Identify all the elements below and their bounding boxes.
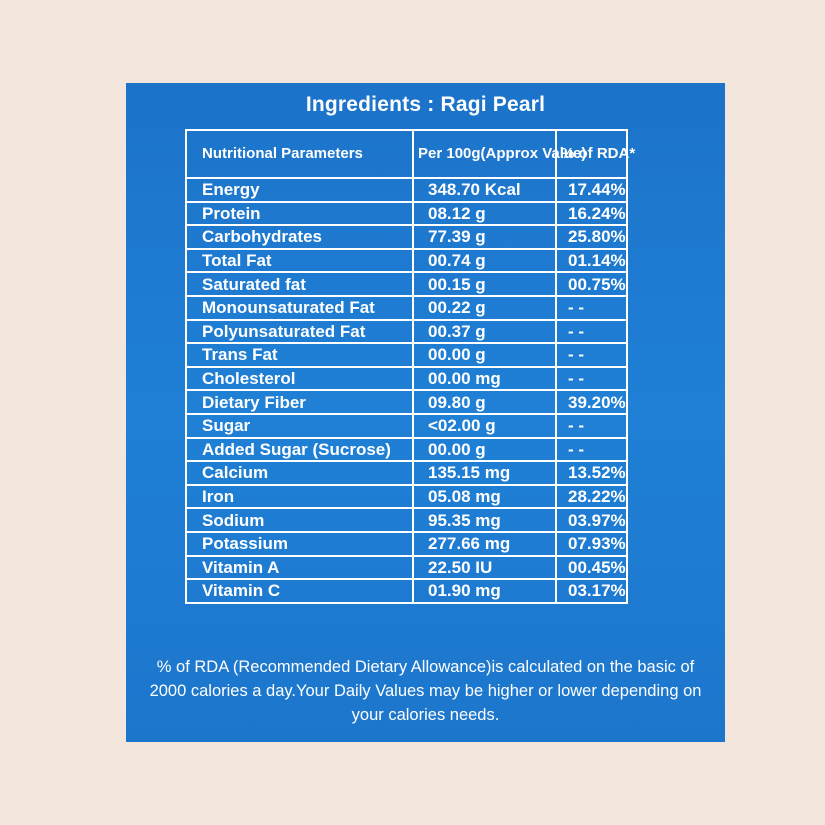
amount-cell: 08.12 g: [412, 200, 557, 227]
rda-cell: - -: [555, 436, 628, 463]
parameter-cell: Added Sugar (Sucrose): [185, 436, 414, 463]
table-row: Carbohydrates 77.39 g 25.80%: [185, 224, 628, 250]
parameter-cell: Vitamin C: [185, 578, 414, 604]
amount-cell: 00.37 g: [412, 318, 557, 345]
parameter-cell: Cholesterol: [185, 365, 414, 392]
rda-cell: 13.52%: [555, 460, 628, 486]
rda-cell: - -: [555, 294, 628, 321]
table-row: Protein 08.12 g 16.24%: [185, 200, 628, 227]
amount-cell: 09.80 g: [412, 389, 557, 415]
header-rda: % of RDA*: [555, 129, 635, 179]
header-parameter: Nutritional Parameters: [185, 129, 414, 179]
rda-cell: 07.93%: [555, 530, 628, 557]
amount-cell: 01.90 mg: [412, 578, 557, 604]
rda-cell: - -: [555, 318, 628, 345]
page-title: Ingredients : Ragi Pearl: [305, 93, 546, 116]
table-row: Cholesterol 00.00 mg - -: [185, 365, 628, 392]
rda-cell: - -: [555, 412, 628, 439]
amount-cell: 22.50 IU: [412, 554, 557, 581]
table-row: Sodium 95.35 mg 03.97%: [185, 507, 628, 533]
parameter-cell: Energy: [185, 177, 414, 203]
rda-cell: 03.97%: [555, 507, 628, 533]
table-row: Monounsaturated Fat 00.22 g- -: [185, 294, 628, 321]
table-row: Polyunsaturated Fat 00.37 g- -: [185, 318, 628, 345]
table-row: Energy 348.70 Kcal 17.44%: [185, 177, 628, 203]
amount-cell: 00.00 g: [412, 342, 557, 368]
amount-cell: <02.00 g: [412, 412, 557, 439]
rda-cell: - -: [555, 342, 628, 368]
table-row: Vitamin A 22.50 IU 00.45%: [185, 554, 628, 581]
parameter-cell: Monounsaturated Fat: [185, 294, 414, 321]
footnote: % of RDA (Recommended Dietary Allowance)…: [149, 658, 702, 724]
nutrition-table: Nutritional Parameters Per 100g(Approx V…: [185, 129, 635, 604]
table-row: Vitamin C 01.90 mg 03.17%: [185, 578, 628, 604]
parameter-cell: Iron: [185, 483, 414, 510]
table-row: Sugar <02.00 g- -: [185, 412, 628, 439]
rda-cell: 25.80%: [555, 224, 628, 250]
rda-cell: 03.17%: [555, 578, 628, 604]
table-body: Energy 348.70 Kcal 17.44% Protein 08.12 g 16.…: [185, 177, 628, 604]
rda-cell: 00.45%: [555, 554, 628, 581]
rda-cell: 00.75%: [555, 271, 628, 297]
parameter-cell: Trans Fat: [185, 342, 414, 368]
parameter-cell: Sodium: [185, 507, 414, 533]
table-row: Dietary Fiber 09.80 g 39.20%: [185, 389, 628, 415]
amount-cell: 95.35 mg: [412, 507, 557, 533]
table-row: Calcium 135.15 mg 13.52%: [185, 460, 628, 486]
parameter-cell: Total Fat: [185, 247, 414, 274]
amount-cell: 00.15 g: [412, 271, 557, 297]
parameter-cell: Calcium: [185, 460, 414, 486]
rda-cell: 01.14%: [555, 247, 628, 274]
table-row: Saturated fat 00.15 g 00.75%: [185, 271, 628, 297]
parameter-cell: Potassium: [185, 530, 414, 557]
parameter-cell: Vitamin A: [185, 554, 414, 581]
rda-cell: 39.20%: [555, 389, 628, 415]
amount-cell: 00.00 g: [412, 436, 557, 463]
amount-cell: 05.08 mg: [412, 483, 557, 510]
amount-cell: 135.15 mg: [412, 460, 557, 486]
parameter-cell: Saturated fat: [185, 271, 414, 297]
nutrition-panel: Ingredients : Ragi Pearl Nutritional Par…: [126, 83, 725, 742]
header-per-100g: Per 100g(Approx Value): [412, 129, 586, 179]
amount-cell: 77.39 g: [412, 224, 557, 250]
table-row: Added Sugar (Sucrose) 00.00 g- -: [185, 436, 628, 463]
table-row: Total Fat 00.74 g 01.14%: [185, 247, 628, 274]
parameter-cell: Dietary Fiber: [185, 389, 414, 415]
parameter-cell: Protein: [185, 200, 414, 227]
amount-cell: 00.22 g: [412, 294, 557, 321]
amount-cell: 348.70 Kcal: [412, 177, 557, 203]
table-row: Iron 05.08 mg 28.22%: [185, 483, 628, 510]
parameter-cell: Sugar: [185, 412, 414, 439]
parameter-cell: Polyunsaturated Fat: [185, 318, 414, 345]
table-header-row: Nutritional Parameters Per 100g(Approx V…: [185, 129, 635, 179]
table-row: Potassium 277.66 mg 07.93%: [185, 530, 628, 557]
rda-cell: 17.44%: [555, 177, 628, 203]
table-row: Trans Fat 00.00 g- -: [185, 342, 628, 368]
rda-cell: 16.24%: [555, 200, 628, 227]
amount-cell: 277.66 mg: [412, 530, 557, 557]
parameter-cell: Carbohydrates: [185, 224, 414, 250]
amount-cell: 00.74 g: [412, 247, 557, 274]
amount-cell: 00.00 mg: [412, 365, 557, 392]
rda-cell: 28.22%: [555, 483, 628, 510]
rda-cell: - -: [555, 365, 628, 392]
